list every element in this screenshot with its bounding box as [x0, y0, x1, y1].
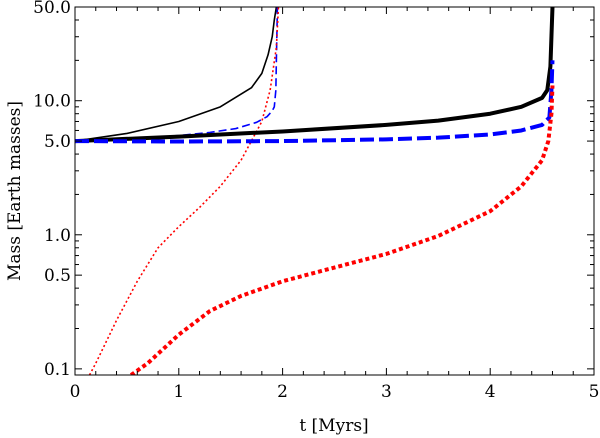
- x-tick-label: 4: [485, 382, 496, 402]
- x-tick-label: 1: [173, 382, 184, 402]
- x-tick-label: 3: [381, 382, 392, 402]
- x-tick-label: 0: [70, 382, 81, 402]
- x-tick-label: 5: [589, 382, 600, 402]
- x-axis-label: t [Myrs]: [299, 416, 368, 436]
- tick-layer: 0 1 2 3 4 5 0.1 0.5 1.0 5.0 10.0 50.0: [33, 0, 599, 402]
- y-tick-label: 0.5: [44, 266, 71, 286]
- series-line-envelope-mass-thin: [88, 7, 280, 375]
- y-axis-label: Mass [Earth masses]: [5, 101, 25, 281]
- series-line-total-mass-thick: [75, 7, 555, 144]
- plot-frame: [74, 6, 595, 376]
- y-tick-label: 50.0: [33, 0, 71, 18]
- series-line-envelope-mass-thick: [129, 85, 555, 375]
- y-tick-label: 1.0: [44, 226, 71, 246]
- series-line-core-mass-thin: [75, 7, 279, 142]
- y-tick-label: 0.1: [44, 360, 71, 380]
- series-layer: [75, 7, 555, 375]
- series-line-total-mass-thin: [75, 7, 278, 142]
- y-tick-label: 5.0: [44, 132, 71, 152]
- x-tick-label: 2: [277, 382, 288, 402]
- y-tick-label: 10.0: [33, 92, 71, 112]
